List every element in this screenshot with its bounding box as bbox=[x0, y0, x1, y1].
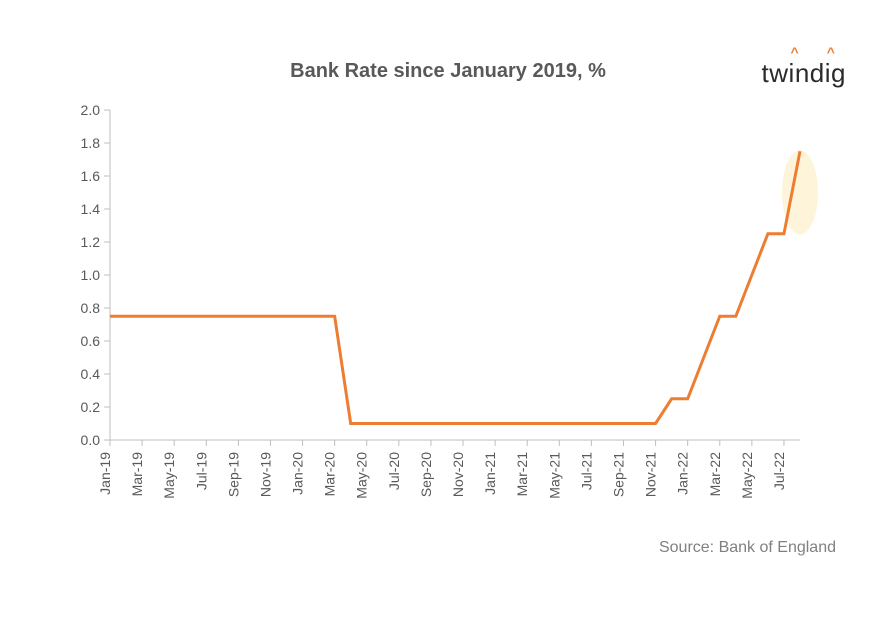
rate-line bbox=[110, 151, 800, 423]
x-tick-label: Nov-20 bbox=[450, 452, 466, 497]
y-tick-label: 0.6 bbox=[81, 333, 101, 349]
x-tick-label: Jan-19 bbox=[97, 452, 113, 495]
y-tick-label: 1.0 bbox=[81, 267, 101, 283]
x-tick-label: Jul-20 bbox=[386, 452, 402, 490]
y-tick-label: 1.6 bbox=[81, 168, 101, 184]
x-tick-label: Mar-22 bbox=[707, 452, 723, 497]
y-tick-label: 0.8 bbox=[81, 300, 101, 316]
y-tick-label: 0.4 bbox=[81, 366, 101, 382]
x-tick-label: Jul-22 bbox=[771, 452, 787, 490]
chart-svg: 0.00.20.40.60.81.01.21.41.61.82.0Jan-19M… bbox=[110, 110, 810, 440]
x-tick-label: May-21 bbox=[546, 452, 562, 499]
chart-container: Bank Rate since January 2019, % twindig … bbox=[0, 0, 896, 617]
y-tick-label: 1.2 bbox=[81, 234, 101, 250]
y-tick-label: 1.8 bbox=[81, 135, 101, 151]
y-tick-label: 0.0 bbox=[81, 432, 101, 448]
brand-logo: twindig bbox=[762, 58, 846, 89]
x-tick-label: Jan-22 bbox=[675, 452, 691, 495]
chart-source: Source: Bank of England bbox=[659, 539, 836, 557]
x-tick-label: Mar-21 bbox=[514, 452, 530, 497]
x-tick-label: Jan-20 bbox=[290, 452, 306, 495]
y-tick-label: 0.2 bbox=[81, 399, 101, 415]
x-tick-label: Sep-20 bbox=[418, 452, 434, 497]
x-tick-label: Mar-20 bbox=[322, 452, 338, 497]
x-tick-label: Sep-21 bbox=[610, 452, 626, 497]
x-tick-label: Nov-21 bbox=[643, 452, 659, 497]
y-tick-label: 1.4 bbox=[81, 201, 101, 217]
x-tick-label: May-22 bbox=[739, 452, 755, 499]
x-tick-label: Jul-19 bbox=[193, 452, 209, 490]
x-tick-label: May-19 bbox=[161, 452, 177, 499]
x-tick-label: May-20 bbox=[354, 452, 370, 499]
x-tick-label: Jan-21 bbox=[482, 452, 498, 495]
chart-plot-area: 0.00.20.40.60.81.01.21.41.61.82.0Jan-19M… bbox=[110, 110, 810, 440]
y-tick-label: 2.0 bbox=[81, 102, 101, 118]
x-tick-label: Jul-21 bbox=[578, 452, 594, 490]
x-tick-label: Nov-19 bbox=[257, 452, 273, 497]
x-tick-label: Mar-19 bbox=[129, 452, 145, 497]
x-tick-label: Sep-19 bbox=[225, 452, 241, 497]
